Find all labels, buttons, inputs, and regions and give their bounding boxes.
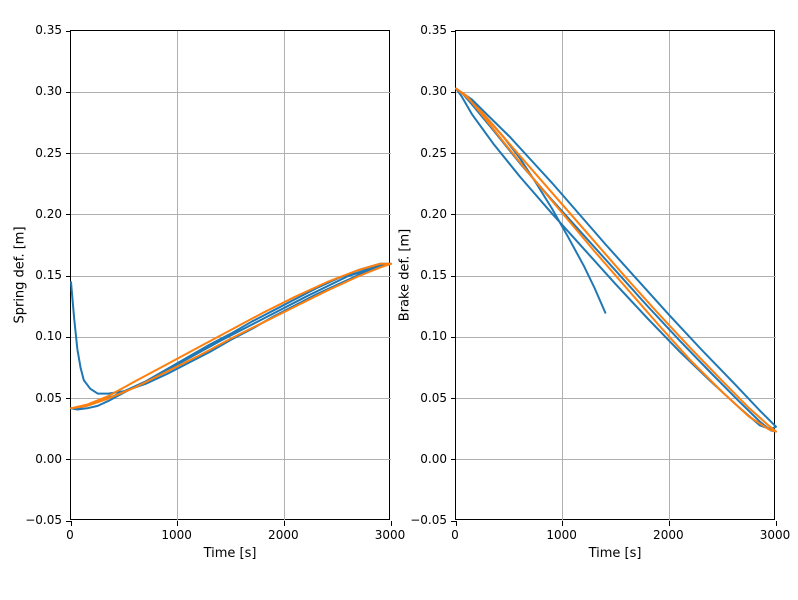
ytick-label: 0.05	[35, 391, 62, 405]
ytick-label: 0.15	[35, 268, 62, 282]
ytick-label: 0.05	[420, 391, 447, 405]
ytick-label: 0.35	[35, 23, 62, 37]
ytick-label: 0.30	[35, 84, 62, 98]
ytick-label: 0.00	[35, 452, 62, 466]
left-panel	[70, 30, 390, 520]
xtick-label: 2000	[653, 528, 684, 542]
xtick-label: 2000	[268, 528, 299, 542]
ytick-label: 0.20	[420, 207, 447, 221]
xtick-label: 1000	[161, 528, 192, 542]
xtick-label: 1000	[546, 528, 577, 542]
left-xlabel: Time [s]	[204, 546, 257, 561]
xtick	[284, 521, 285, 526]
plot-area	[456, 31, 776, 521]
xtick-label: 3000	[375, 528, 406, 542]
ytick-label: 0.35	[420, 23, 447, 37]
xtick	[71, 521, 72, 526]
series-orange	[456, 89, 776, 432]
plot-area	[71, 31, 391, 521]
xtick	[456, 521, 457, 526]
ytick-label: 0.20	[35, 207, 62, 221]
xtick-label: 3000	[760, 528, 791, 542]
ytick-label: 0.10	[35, 329, 62, 343]
xtick	[177, 521, 178, 526]
xtick	[562, 521, 563, 526]
xtick	[391, 521, 392, 526]
xtick	[669, 521, 670, 526]
ytick-label: 0.10	[420, 329, 447, 343]
ytick-label: 0.30	[420, 84, 447, 98]
left-ylabel: Spring def. [m]	[13, 226, 28, 323]
xtick-label: 0	[451, 528, 459, 542]
right-panel	[455, 30, 775, 520]
xtick-label: 0	[66, 528, 74, 542]
right-xlabel: Time [s]	[589, 546, 642, 561]
right-ylabel: Brake def. [m]	[398, 229, 413, 321]
ytick-label: 0.00	[420, 452, 447, 466]
series-blue	[71, 264, 391, 410]
xtick	[776, 521, 777, 526]
ytick-label: 0.15	[420, 268, 447, 282]
series-blue	[456, 89, 776, 432]
ytick-label: 0.25	[420, 146, 447, 160]
ytick-label: −0.05	[410, 513, 447, 527]
ytick-label: −0.05	[25, 513, 62, 527]
figure: Spring def. [m] Time [s] Brake def. [m] …	[0, 0, 798, 600]
ytick-label: 0.25	[35, 146, 62, 160]
